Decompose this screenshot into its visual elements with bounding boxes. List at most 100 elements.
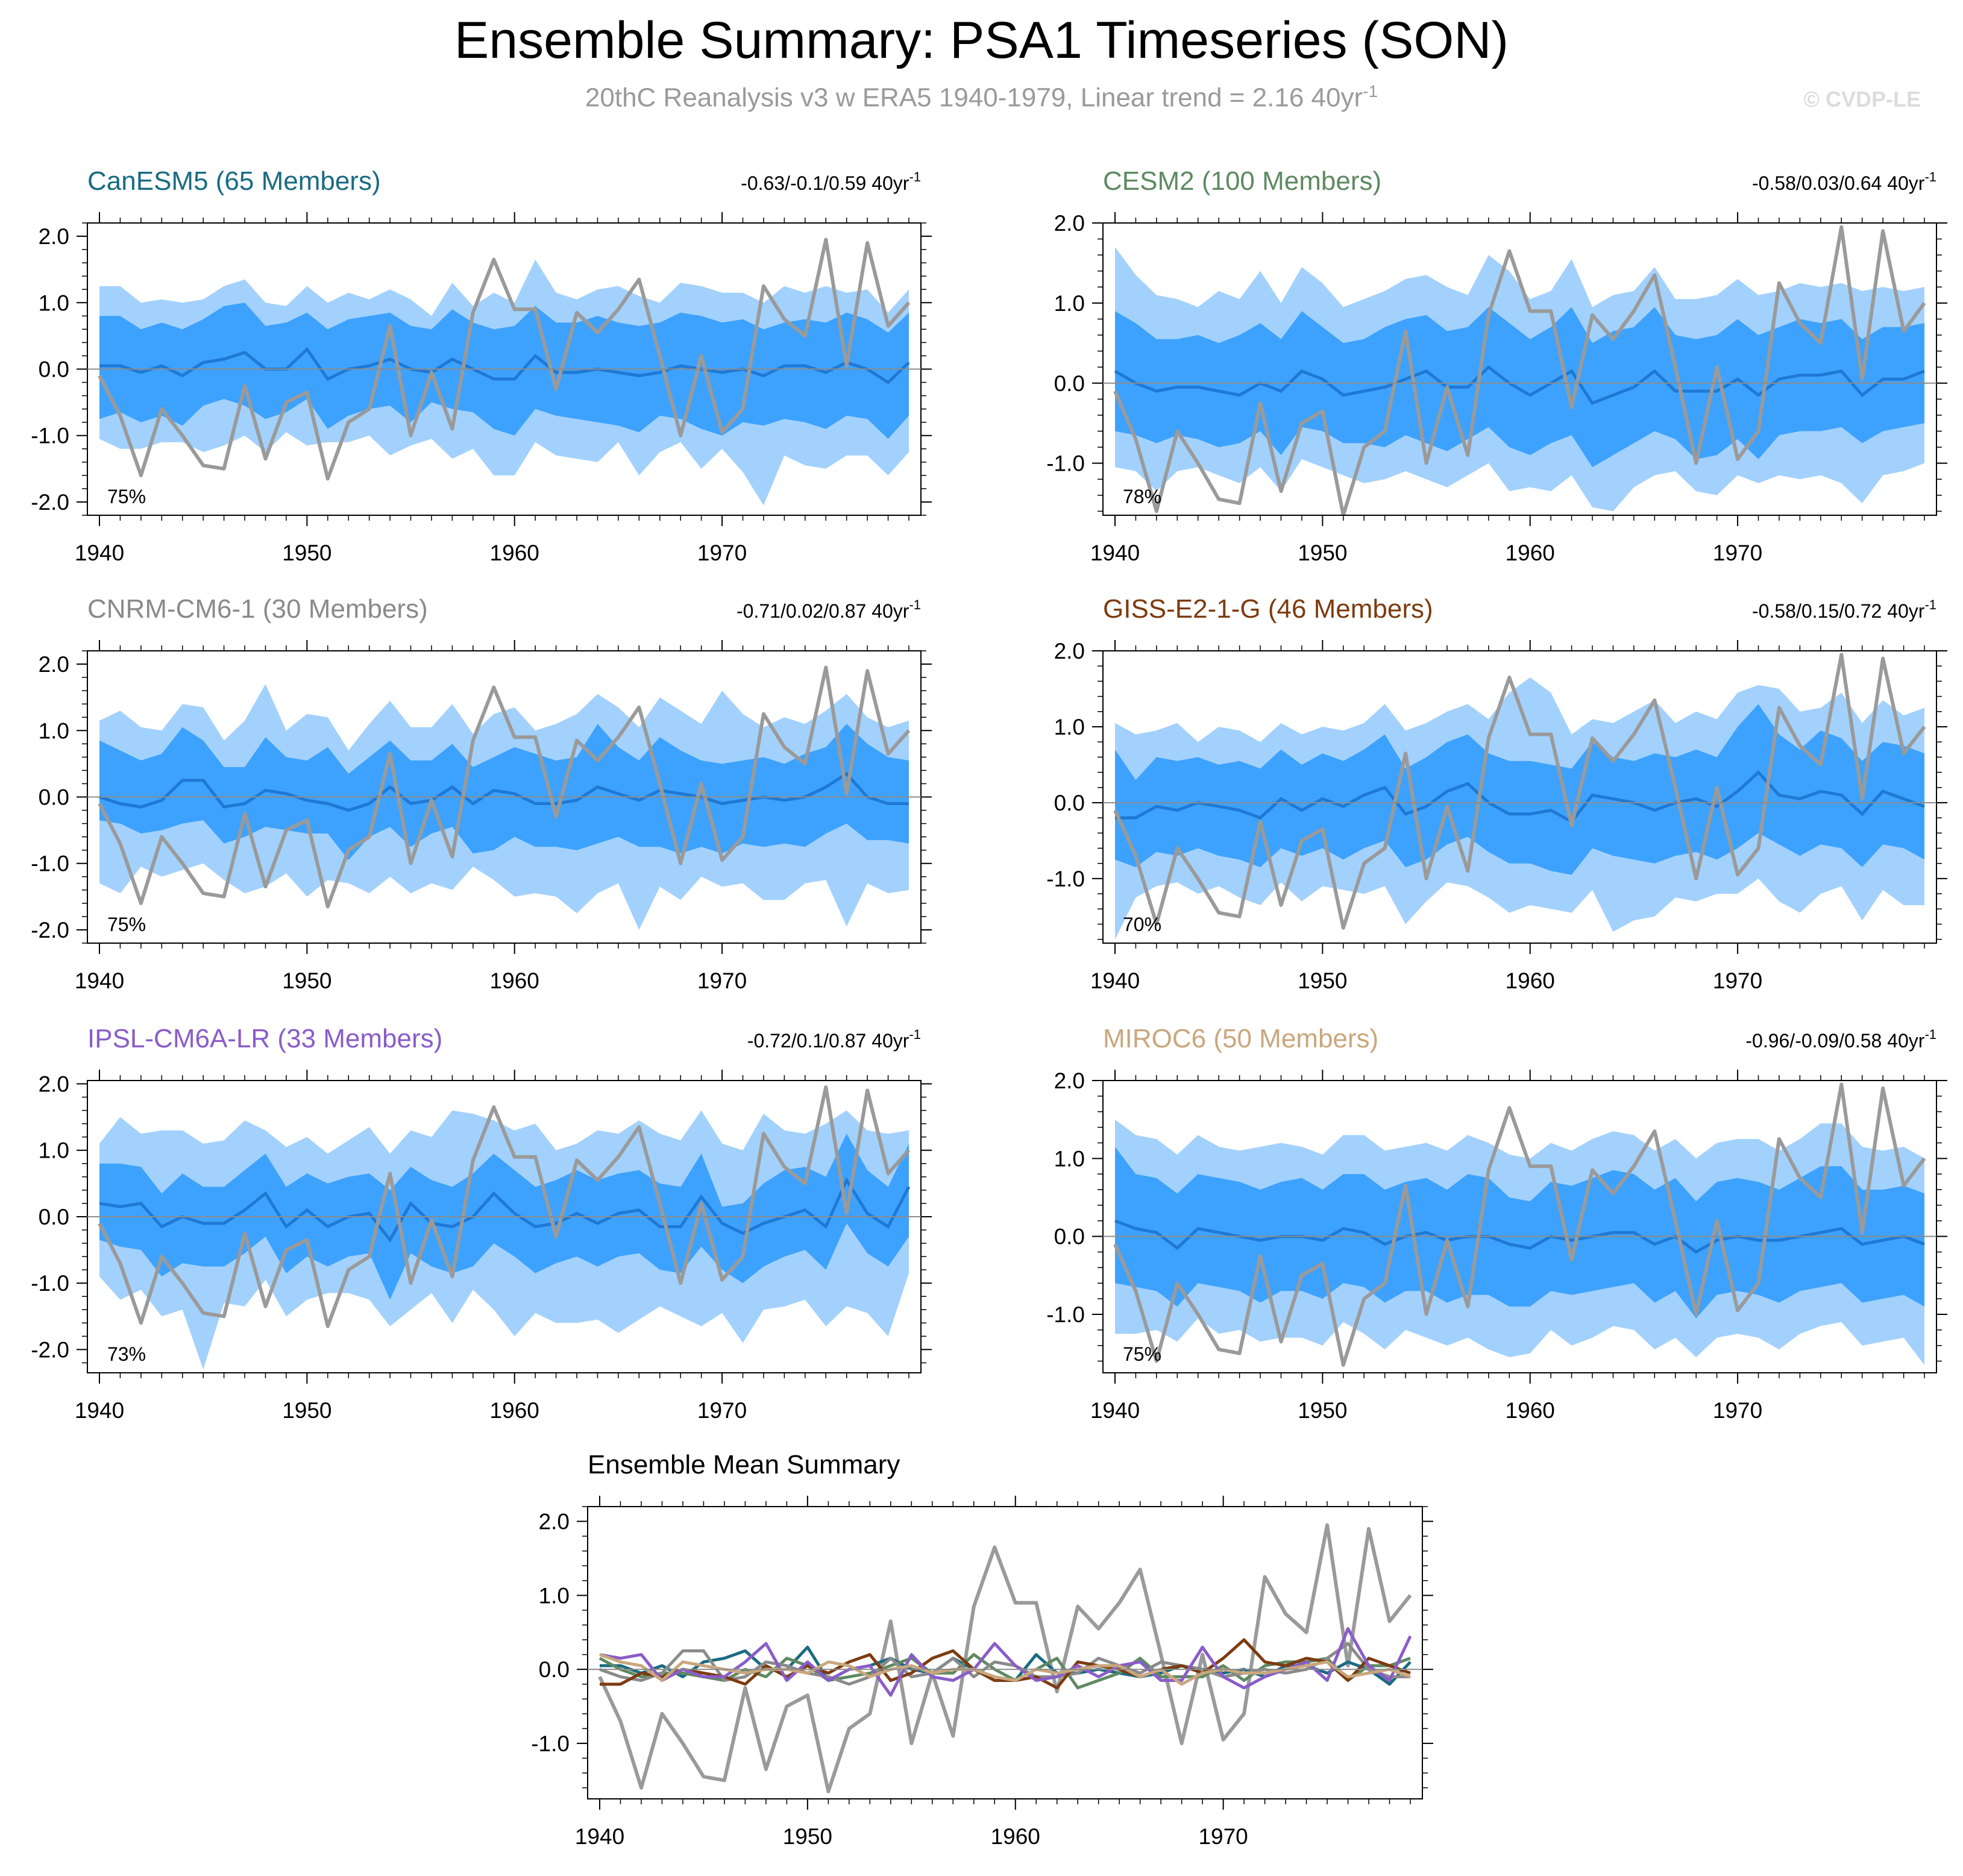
panel-6-ytick-label: -1.0 [1046,1302,1085,1327]
panel-1-ytick-label: 2.0 [39,224,69,249]
panel-1-trend: -0.63/-0.1/0.59 40yr-1 [741,169,921,194]
panel-4-title: GISS-E2-1-G (46 Members) [1103,594,1433,624]
panel-2-axes: 2.0 1.0 0.0 -1.0 1940 1950 1960 1970 [1046,211,1947,565]
panel-2-title: CESM2 (100 Members) [1103,166,1381,196]
summary-xtick-label: 1940 [575,1824,624,1849]
panel-5-frame [87,1080,922,1373]
panel-4-xtick-label: 1940 [1090,968,1140,993]
watermark: © CVDP-LE [1803,87,1921,111]
panel-2-percent: 78% [1123,486,1161,507]
panel-2-xtick-label: 1960 [1506,541,1555,565]
summary-xtick-label: 1950 [783,1824,832,1849]
panel-6-ytick-label: 1.0 [1054,1146,1085,1171]
panel-3-ytick-label: 2.0 [39,652,69,677]
panel-6-ensemble-mean-line [1114,1219,1925,1254]
panel-1-trend-value: -0.63/-0.1/0.59 40yr [741,172,909,194]
panel-2-xtick-label: 1970 [1713,541,1762,565]
panel-4-ytick-label: -1.0 [1046,867,1085,891]
panel-1-xtick-label: 1940 [75,541,124,565]
panel-2-observed-line [1113,225,1926,515]
summary-xtick-label: 1970 [1198,1824,1248,1849]
panel-4-observed-line [1113,653,1926,930]
panel-6-trend-sup: -1 [1924,1027,1936,1042]
panel-3-ytick-label: 0.0 [39,785,69,810]
panel-6-ytick-label: 2.0 [1054,1068,1085,1093]
panel-5-xtick-label: 1960 [490,1398,539,1423]
panel-2-xtick-label: 1940 [1090,541,1140,565]
panel-6-title: MIROC6 (50 Members) [1103,1024,1378,1053]
panel-2-xtick-label: 1950 [1298,541,1347,565]
panel-4: GISS-E2-1-G (46 Members) -0.58/0.15/0.72 … [1103,594,1936,940]
summary-observed-line [598,1523,1412,1793]
panel-4-ytick-label: 2.0 [1054,639,1085,664]
subtitle-sup: -1 [1363,82,1378,101]
panel-2-ytick-label: 2.0 [1054,211,1085,236]
panel-4-xtick-label: 1960 [1506,968,1555,993]
panel-6-axes: 2.0 1.0 0.0 -1.0 1940 1950 1960 1970 [1046,1068,1947,1423]
panel-1-trend-sup: -1 [909,169,921,184]
panel-6-xtick-label: 1950 [1298,1398,1347,1423]
panel-4-trend-sup: -1 [1924,597,1936,612]
panel-4-percent: 70% [1123,914,1161,935]
summary-xtick-label: 1960 [991,1824,1040,1849]
panel-5-ytick-label: 1.0 [39,1138,69,1163]
panel-2-ytick-label: 0.0 [1054,371,1085,396]
panel-5: IPSL-CM6A-LR (33 Members) -0.72/0.1/0.87 … [87,1024,921,1370]
panel-6-band-25-75 [1115,1146,1924,1319]
panel-5-trend-sup: -1 [909,1027,921,1042]
panel-6-xtick-label: 1970 [1713,1398,1762,1423]
panel-1-title: CanESM5 (65 Members) [87,166,381,196]
sub-title: 20thC Reanalysis v3 w ERA5 1940-1979, Li… [0,82,1963,113]
panel-5-xtick-label: 1940 [75,1398,124,1423]
panel-3-trend: -0.71/0.02/0.87 40yr-1 [737,597,921,622]
panel-2-trend-value: -0.58/0.03/0.64 40yr [1752,172,1925,194]
panel-2-plot-area [1113,225,1926,515]
panel-3-xtick-label: 1970 [697,968,747,993]
panel-4-xtick-label: 1950 [1298,968,1347,993]
summary-panel: Ensemble Mean Summary [588,1450,1412,1793]
panel-2-trend-sup: -1 [1924,169,1936,184]
panel-1-ytick-label: -2.0 [31,490,69,515]
panel-2-frame [1102,222,1937,516]
panel-6-observed-line [1113,1082,1926,1367]
panel-5-percent: 73% [107,1343,146,1365]
panel-4-frame [1102,650,1937,944]
panel-6-trend-value: -0.96/-0.09/0.58 40yr [1745,1030,1924,1052]
panel-5-xtick-label: 1950 [282,1398,331,1423]
panel-4-trend-value: -0.58/0.15/0.72 40yr [1752,600,1925,622]
panel-1-percent: 75% [107,486,146,507]
panel-6-trend: -0.96/-0.09/0.58 40yr-1 [1745,1027,1936,1052]
summary-plot-area [598,1523,1412,1793]
panel-4-xtick-label: 1970 [1713,968,1762,993]
summary-ytick-label: 1.0 [539,1583,570,1608]
panel-3-trend-value: -0.71/0.02/0.87 40yr [737,600,909,622]
summary-ytick-label: 2.0 [539,1510,570,1534]
panel-1-plot-area [98,237,911,506]
panel-3-ytick-label: -1.0 [31,852,69,876]
panel-6-plot-area [1113,1082,1926,1367]
panel-2-ensemble-mean-line [1114,365,1925,406]
panel-6-frame [1102,1080,1937,1373]
panel-2-ytick-label: 1.0 [1054,291,1085,316]
summary-mean-line-4 [600,1638,1411,1690]
panel-3-percent: 75% [107,914,146,935]
main-title: Ensemble Summary: PSA1 Timeseries (SON) [454,11,1509,69]
panel-5-trend-value: -0.72/0.1/0.87 40yr [747,1030,909,1052]
panel-6-xtick-label: 1940 [1090,1398,1140,1423]
panel-5-ytick-label: -1.0 [31,1271,69,1296]
panel-5-axes: 2.0 1.0 0.0 -1.0 -2.0 1940 1950 1960 1970 [31,1070,932,1423]
panel-6-percent: 75% [1123,1343,1161,1365]
panel-4-plot-area [1113,653,1926,940]
summary-ytick-label: -1.0 [531,1731,570,1756]
panel-1-xtick-label: 1970 [697,541,747,565]
panel-4-axes: 2.0 1.0 0.0 -1.0 1940 1950 1960 1970 [1046,639,1947,993]
panel-3: CNRM-CM6-1 (30 Members) -0.71/0.02/0.87 4… [87,594,921,935]
panel-1-xtick-label: 1960 [490,541,539,565]
panel-3-ytick-label: 1.0 [39,718,69,743]
panel-5-ytick-label: 2.0 [39,1072,69,1097]
panel-5-xtick-label: 1970 [697,1398,747,1423]
panel-1-axes: 2.0 1.0 0.0 -1.0 -2.0 1940 1950 1960 1970 [31,212,932,565]
panel-2-band-25-75 [1115,307,1924,468]
